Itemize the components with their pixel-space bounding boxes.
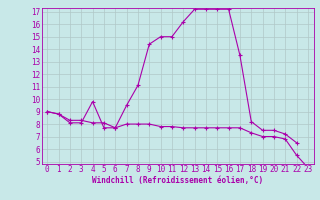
X-axis label: Windchill (Refroidissement éolien,°C): Windchill (Refroidissement éolien,°C) [92,176,263,185]
